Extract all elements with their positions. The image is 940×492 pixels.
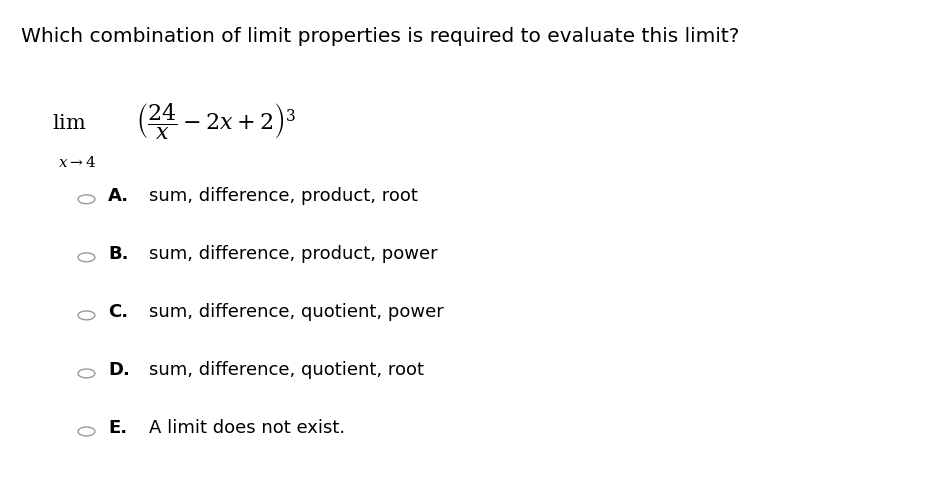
Text: B.: B.: [108, 245, 129, 263]
Text: E.: E.: [108, 419, 127, 437]
Text: $\left(\dfrac{24}{x} -2x + 2\right)^{3}$: $\left(\dfrac{24}{x} -2x + 2\right)^{3}$: [136, 101, 296, 141]
Text: A.: A.: [108, 187, 129, 205]
Text: $x \rightarrow 4$: $x \rightarrow 4$: [58, 155, 97, 170]
Text: sum, difference, product, power: sum, difference, product, power: [149, 245, 437, 263]
Text: sum, difference, quotient, power: sum, difference, quotient, power: [149, 303, 444, 321]
Text: Which combination of limit properties is required to evaluate this limit?: Which combination of limit properties is…: [21, 27, 739, 46]
Text: A limit does not exist.: A limit does not exist.: [149, 419, 345, 437]
Text: $\lim$: $\lim$: [52, 113, 86, 133]
Text: sum, difference, product, root: sum, difference, product, root: [149, 187, 417, 205]
Text: C.: C.: [108, 303, 128, 321]
Text: D.: D.: [108, 361, 130, 379]
Text: sum, difference, quotient, root: sum, difference, quotient, root: [149, 361, 424, 379]
